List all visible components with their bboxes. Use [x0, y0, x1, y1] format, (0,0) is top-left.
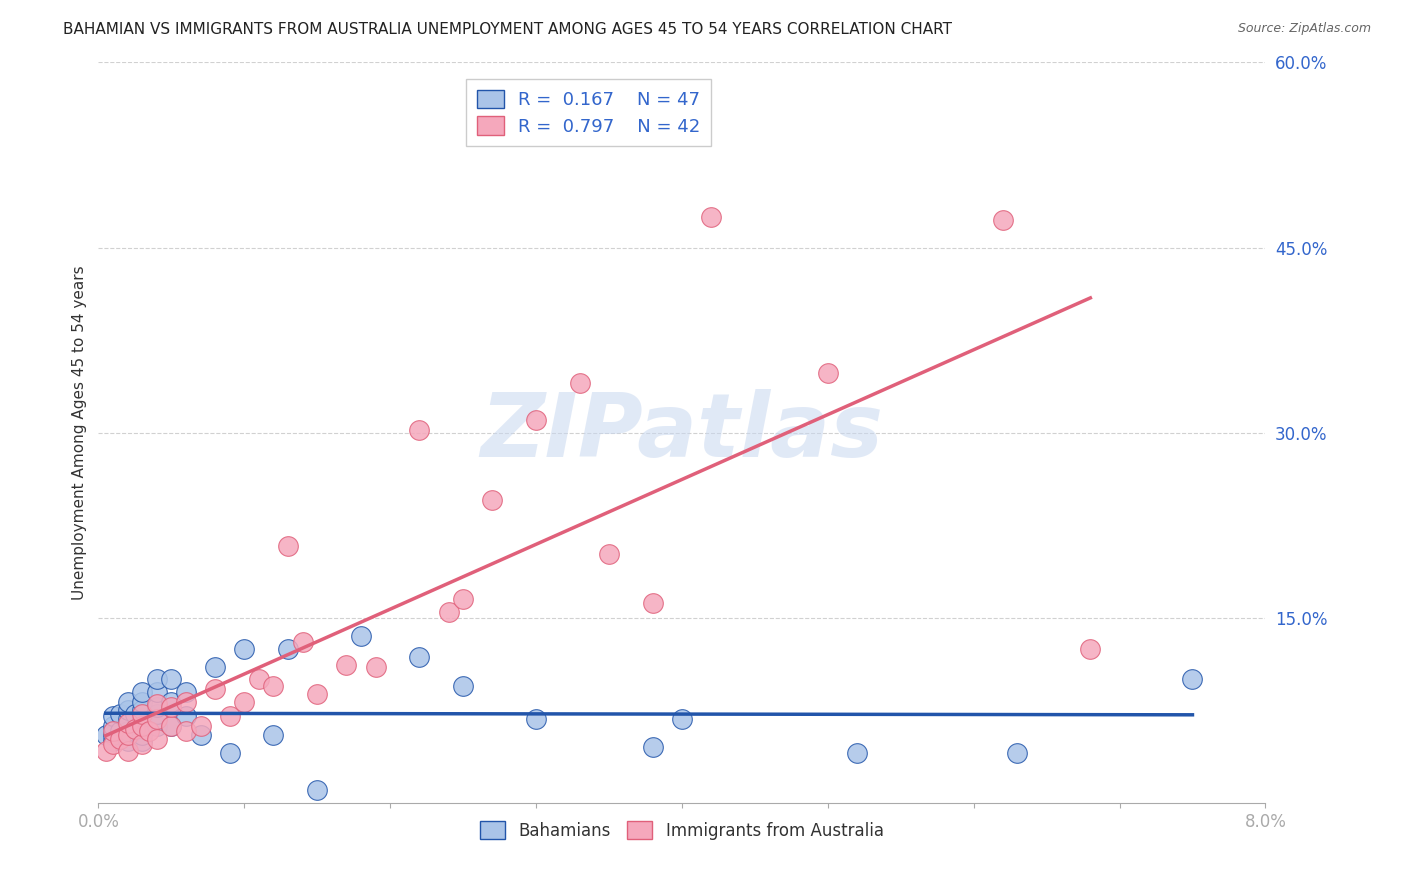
- Point: [641, 740, 664, 755]
- Point: [146, 731, 169, 746]
- Point: [350, 629, 373, 643]
- Point: [568, 376, 591, 391]
- Point: [138, 724, 160, 739]
- Point: [277, 641, 299, 656]
- Point: [117, 724, 139, 739]
- Point: [262, 679, 284, 693]
- Point: [101, 734, 124, 748]
- Point: [131, 719, 153, 733]
- Point: [481, 493, 503, 508]
- Text: Source: ZipAtlas.com: Source: ZipAtlas.com: [1237, 22, 1371, 36]
- Point: [700, 210, 723, 224]
- Point: [101, 737, 124, 751]
- Point: [408, 650, 430, 665]
- Point: [131, 728, 153, 742]
- Point: [524, 712, 547, 726]
- Legend: Bahamians, Immigrants from Australia: Bahamians, Immigrants from Australia: [474, 814, 890, 847]
- Point: [174, 685, 197, 699]
- Point: [110, 724, 132, 739]
- Point: [131, 685, 153, 699]
- Point: [671, 712, 693, 726]
- Point: [817, 367, 839, 381]
- Point: [291, 635, 314, 649]
- Point: [190, 728, 212, 742]
- Point: [218, 747, 240, 761]
- Point: [110, 731, 132, 746]
- Point: [451, 592, 474, 607]
- Point: [174, 724, 197, 739]
- Point: [174, 695, 197, 709]
- Point: [117, 712, 139, 726]
- Point: [131, 712, 153, 726]
- Point: [160, 695, 183, 709]
- Point: [117, 728, 139, 742]
- Point: [131, 706, 153, 721]
- Point: [233, 695, 256, 709]
- Point: [101, 728, 124, 742]
- Point: [451, 679, 474, 693]
- Point: [124, 722, 146, 736]
- Point: [1080, 641, 1102, 656]
- Point: [94, 744, 117, 758]
- Point: [117, 703, 139, 717]
- Point: [364, 660, 387, 674]
- Point: [190, 719, 212, 733]
- Point: [524, 413, 547, 427]
- Point: [131, 734, 153, 748]
- Point: [247, 673, 270, 687]
- Point: [146, 706, 169, 721]
- Point: [218, 709, 240, 723]
- Point: [160, 719, 183, 733]
- Point: [117, 734, 139, 748]
- Point: [174, 709, 197, 723]
- Point: [204, 660, 226, 674]
- Point: [146, 699, 169, 714]
- Point: [160, 699, 183, 714]
- Point: [101, 719, 124, 733]
- Text: ZIPatlas: ZIPatlas: [481, 389, 883, 476]
- Point: [160, 719, 183, 733]
- Point: [94, 728, 117, 742]
- Point: [124, 706, 146, 721]
- Point: [101, 724, 124, 739]
- Text: BAHAMIAN VS IMMIGRANTS FROM AUSTRALIA UNEMPLOYMENT AMONG AGES 45 TO 54 YEARS COR: BAHAMIAN VS IMMIGRANTS FROM AUSTRALIA UN…: [63, 22, 952, 37]
- Point: [160, 673, 183, 687]
- Point: [117, 715, 139, 730]
- Point: [233, 641, 256, 656]
- Point: [307, 687, 329, 701]
- Point: [117, 744, 139, 758]
- Y-axis label: Unemployment Among Ages 45 to 54 years: Unemployment Among Ages 45 to 54 years: [72, 265, 87, 600]
- Point: [146, 719, 169, 733]
- Point: [146, 712, 169, 726]
- Point: [131, 737, 153, 751]
- Point: [131, 703, 153, 717]
- Point: [1007, 747, 1029, 761]
- Point: [124, 722, 146, 736]
- Point: [110, 706, 132, 721]
- Point: [598, 547, 620, 561]
- Point: [277, 539, 299, 553]
- Point: [991, 213, 1014, 227]
- Point: [131, 722, 153, 736]
- Point: [131, 695, 153, 709]
- Point: [335, 657, 357, 672]
- Point: [146, 673, 169, 687]
- Point: [307, 783, 329, 797]
- Point: [146, 685, 169, 699]
- Point: [408, 423, 430, 437]
- Point: [641, 596, 664, 610]
- Point: [262, 728, 284, 742]
- Point: [146, 697, 169, 711]
- Point: [101, 709, 124, 723]
- Point: [437, 605, 460, 619]
- Point: [1181, 673, 1204, 687]
- Point: [204, 682, 226, 697]
- Point: [845, 747, 868, 761]
- Point: [117, 695, 139, 709]
